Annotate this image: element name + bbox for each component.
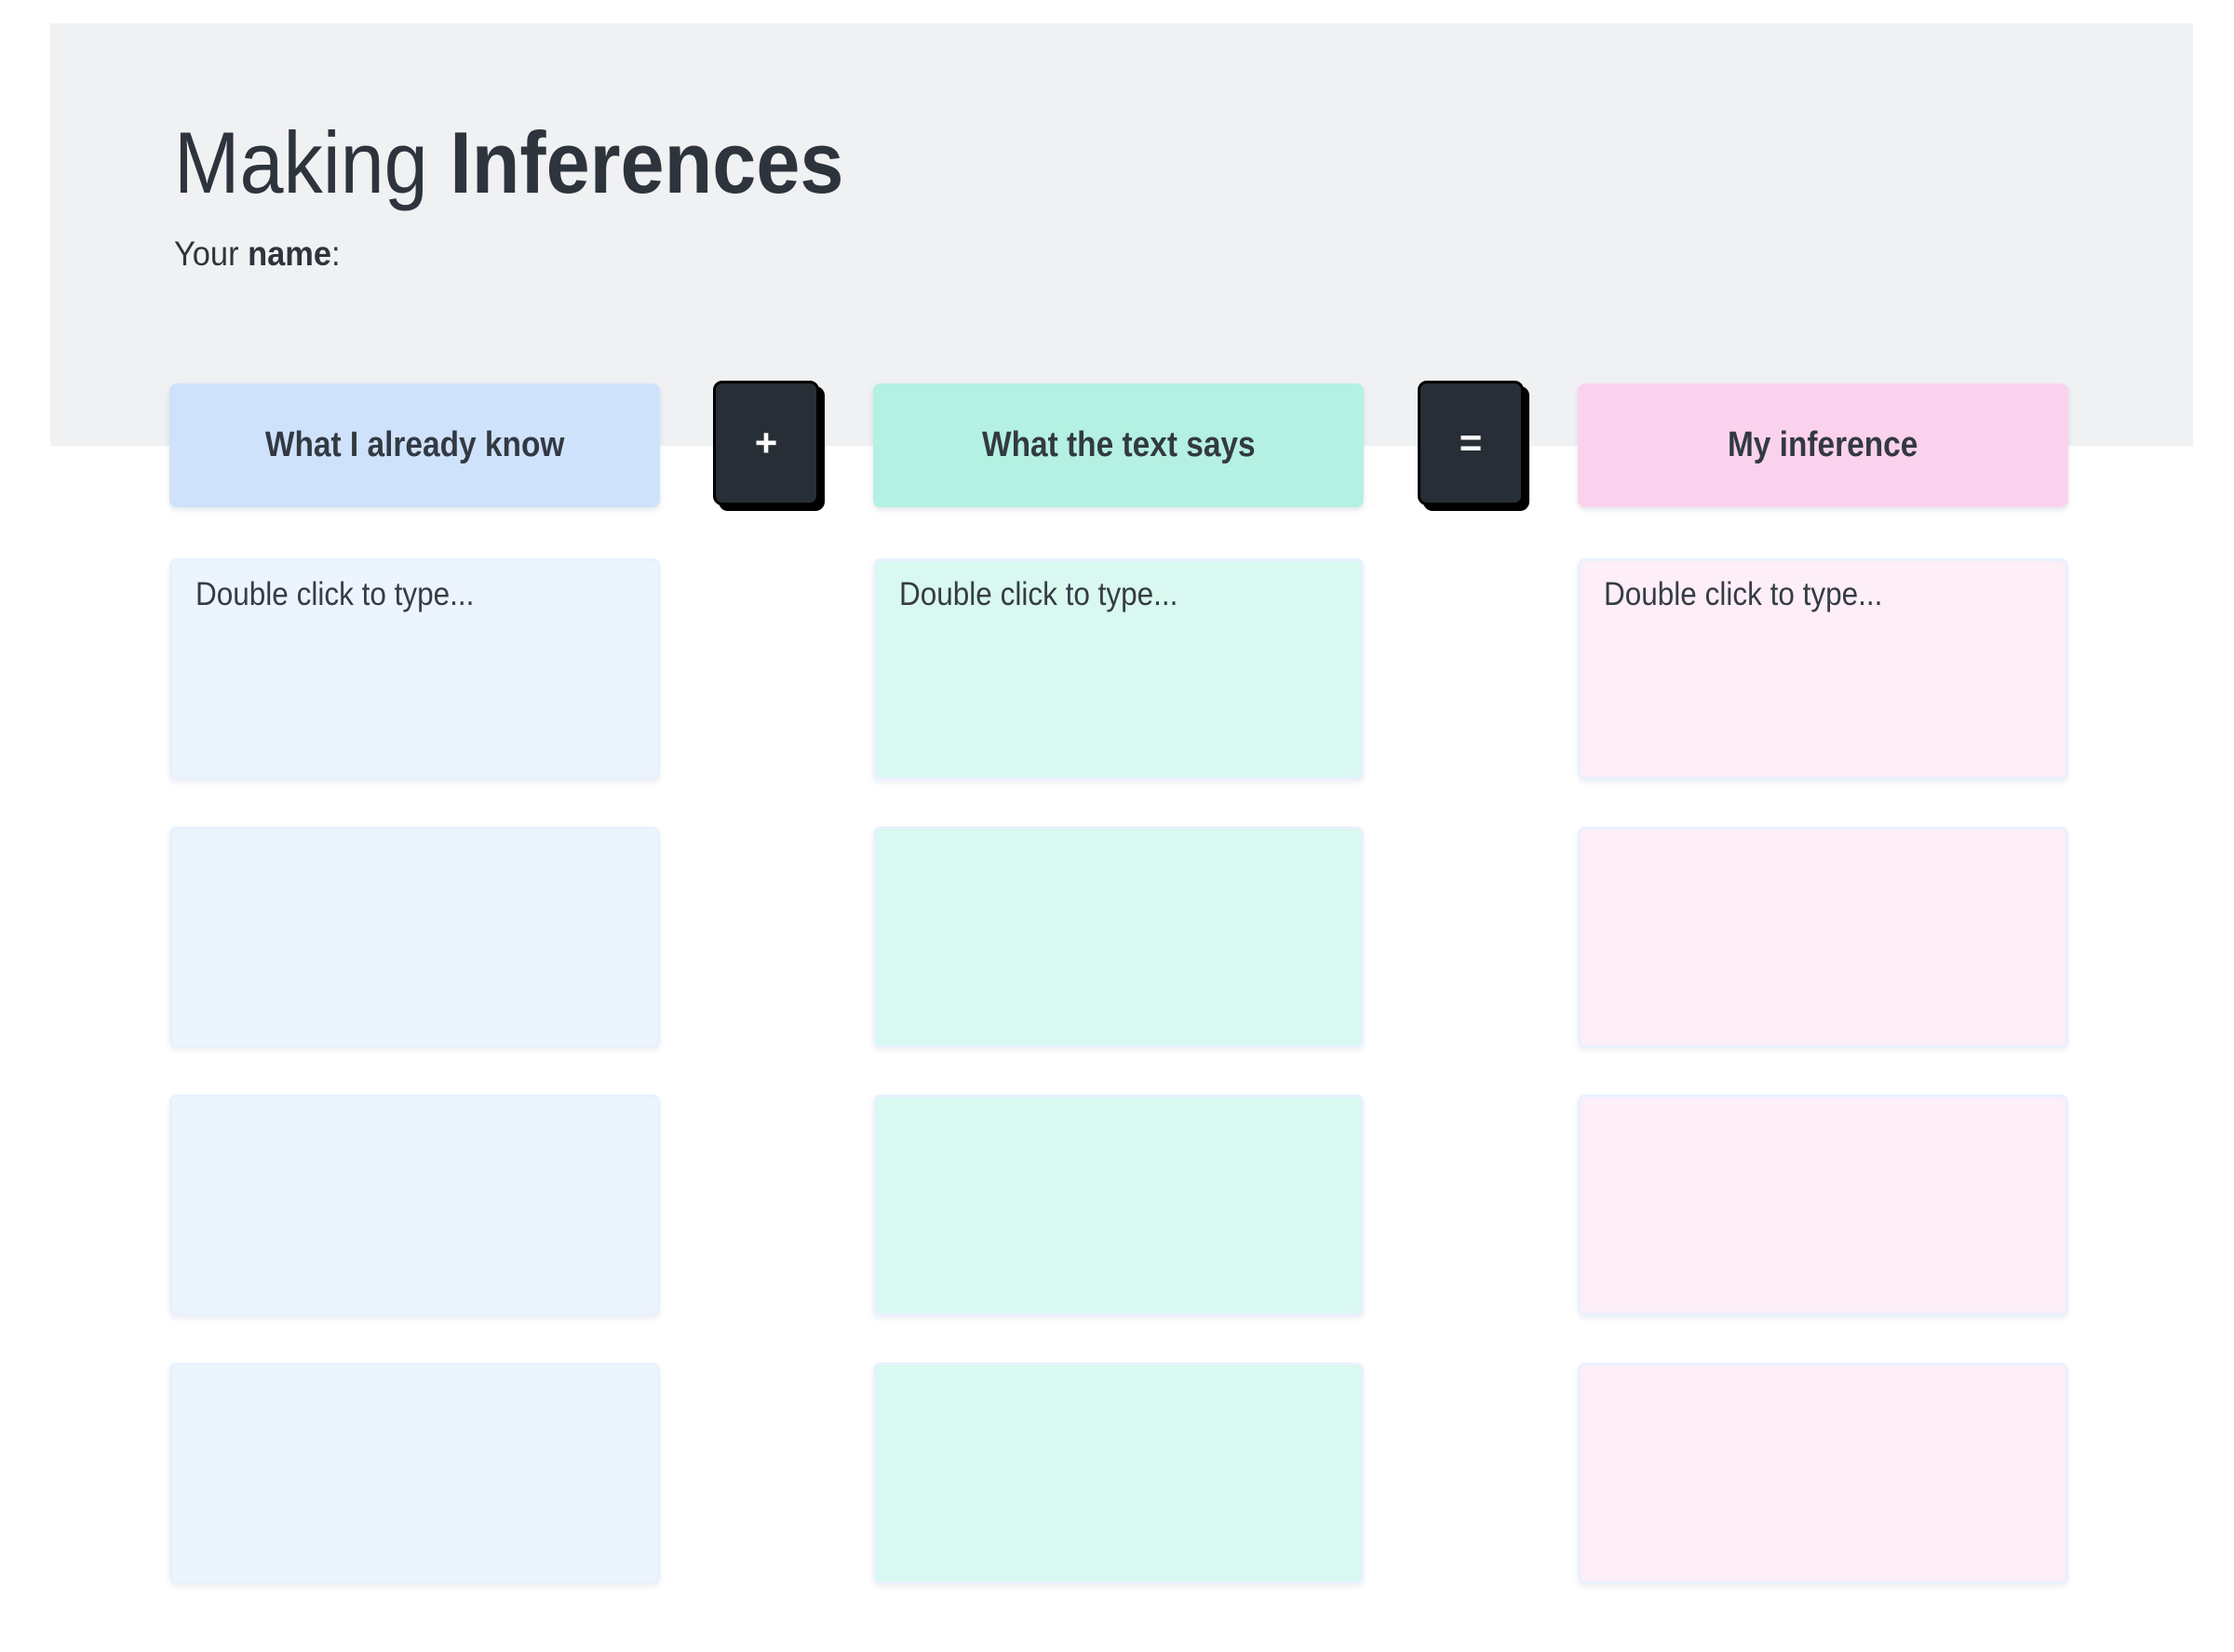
note-box[interactable]: Double click to type... <box>1578 558 2068 780</box>
note-box[interactable] <box>873 826 1364 1048</box>
note-box[interactable]: Double click to type... <box>169 558 660 780</box>
name-label-regular: Your <box>174 235 249 273</box>
header-panel <box>50 23 2193 446</box>
note-box[interactable]: Double click to type... <box>873 558 1364 780</box>
note-box[interactable] <box>1578 826 2068 1048</box>
note-box[interactable] <box>169 1363 660 1584</box>
column-header-label: What the text says <box>981 425 1256 464</box>
note-placeholder: Double click to type... <box>1604 576 1883 612</box>
note-box[interactable] <box>873 1363 1364 1584</box>
note-box[interactable] <box>169 826 660 1048</box>
equals-tile[interactable]: = <box>1418 381 1524 505</box>
student-name-label: Your name: <box>174 236 341 271</box>
page-title: Making Inferences <box>174 119 843 207</box>
column-header-what-the-text-says[interactable]: What the text says <box>873 383 1364 507</box>
plus-icon: + <box>754 421 778 464</box>
plus-tile[interactable]: + <box>713 381 819 505</box>
column-header-label: What I already know <box>264 425 565 464</box>
page-title-bold: Inferences <box>450 114 844 211</box>
note-placeholder: Double click to type... <box>195 576 475 612</box>
page-title-regular: Making <box>174 114 451 211</box>
name-label-bold: name <box>248 235 331 273</box>
note-box[interactable] <box>1578 1363 2068 1584</box>
equals-icon: = <box>1459 421 1483 464</box>
note-box[interactable] <box>873 1095 1364 1316</box>
note-placeholder: Double click to type... <box>899 576 1178 612</box>
note-box[interactable] <box>169 1095 660 1316</box>
column-header-my-inference[interactable]: My inference <box>1578 383 2068 507</box>
column-header-label: My inference <box>1728 425 1918 464</box>
note-box[interactable] <box>1578 1095 2068 1316</box>
name-label-punct: : <box>330 235 341 273</box>
column-header-what-i-already-know[interactable]: What I already know <box>169 383 660 507</box>
